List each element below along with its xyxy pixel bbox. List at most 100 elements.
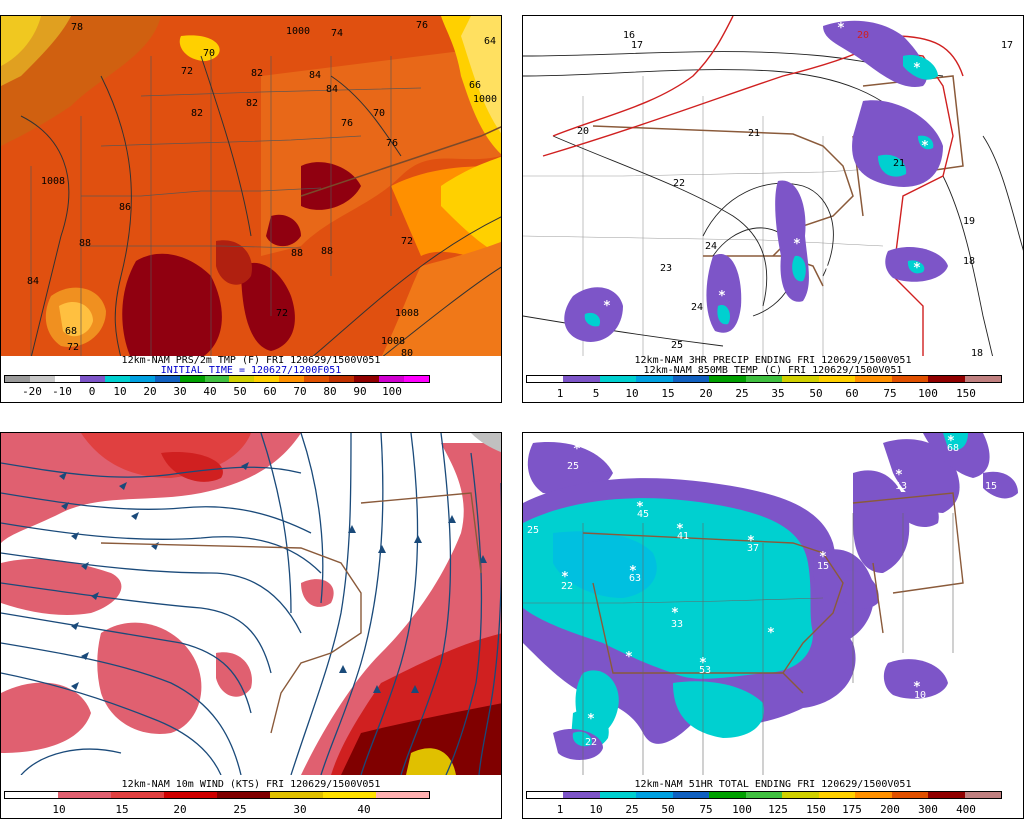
- contour-label: 70: [373, 108, 385, 119]
- total-max-label: 25: [567, 461, 579, 472]
- panel-subtitle: INITIAL TIME = 120627/1200F051: [1, 366, 501, 376]
- colorbar-swatch: [404, 376, 429, 382]
- total-max-label: 41: [677, 531, 689, 542]
- isotherm-label: 16: [623, 30, 635, 41]
- scale-label: 100: [732, 803, 752, 816]
- scale-label: 100: [918, 387, 938, 400]
- scale-label: -10: [52, 385, 72, 398]
- isotherm-label: 17: [1001, 40, 1013, 51]
- max-marker-icon: *: [823, 263, 831, 278]
- max-marker-icon: *: [629, 564, 637, 579]
- colorbar-swatch: [204, 376, 230, 382]
- colorbar-swatch: [29, 376, 55, 382]
- contour-label: 72: [401, 236, 413, 247]
- scale-label: 25: [735, 387, 749, 400]
- colorbar-swatch: [636, 792, 673, 798]
- panel-10m-wind: 12km-NAM 10m WIND (KTS) FRI 120629/1500V…: [0, 432, 502, 819]
- scale-label: 25: [233, 803, 247, 816]
- panel-subtitle: 12km-NAM 850MB TEMP (C) FRI 120629/1500V…: [523, 366, 1023, 376]
- colorbar-swatch: [54, 376, 80, 382]
- colorbar-swatch: [855, 792, 892, 798]
- colorbar-swatch: [376, 792, 429, 798]
- contour-label: 1008: [41, 176, 65, 187]
- colorbar-swatch: [782, 376, 819, 382]
- scale-label: 40: [357, 803, 371, 816]
- max-marker-icon: *: [676, 522, 684, 537]
- colorbar-swatch: [672, 376, 710, 382]
- isotherm-label: 21: [893, 158, 905, 169]
- contour-label: 76: [341, 118, 353, 129]
- scale-label: 1: [556, 387, 564, 400]
- colorbar-swatch: [79, 376, 105, 382]
- max-marker-icon: *: [561, 570, 569, 585]
- contour-label: 82: [246, 98, 258, 109]
- contour-label: 74: [331, 28, 343, 39]
- max-marker-icon: *: [793, 237, 801, 252]
- scale-label: 25: [625, 803, 639, 816]
- contour-label: 64: [484, 36, 496, 47]
- max-marker-icon: *: [767, 626, 775, 641]
- scale-label: 20: [699, 387, 713, 400]
- precip-scale-labels: 1 5 10 15 20 25 35 50 60 75 100 150: [526, 387, 1002, 400]
- colorbar-swatch: [323, 792, 376, 798]
- colorbar-swatch: [745, 376, 783, 382]
- scale-label: 30: [173, 385, 187, 398]
- contour-label: 72: [67, 342, 79, 353]
- colorbar-swatch: [354, 376, 380, 382]
- scale-label: 1: [556, 803, 564, 816]
- contour-label: 72: [181, 66, 193, 77]
- colorbar-swatch: [709, 792, 746, 798]
- scale-label: 50: [809, 387, 823, 400]
- scale-label: 90: [353, 385, 367, 398]
- colorbar-swatch: [270, 792, 323, 798]
- total-max-label: 15: [985, 481, 997, 492]
- contour-label: 80: [401, 348, 413, 358]
- colorbar-swatch: [129, 376, 155, 382]
- isotherm-label: 18: [963, 256, 975, 267]
- total-max-label: 13: [895, 481, 907, 492]
- contour-label: 72: [276, 308, 288, 319]
- max-marker-icon: *: [671, 606, 679, 621]
- precip-colorbar: [526, 375, 1002, 383]
- contour-label: 82: [251, 68, 263, 79]
- scale-label: 400: [956, 803, 976, 816]
- max-marker-icon: *: [819, 550, 827, 565]
- contour-label: 1008: [381, 336, 405, 347]
- scale-label: 75: [699, 803, 713, 816]
- wind-scale-labels: 10 15 20 25 30 40: [4, 803, 430, 816]
- scale-label: 0: [88, 385, 96, 398]
- colorbar-swatch: [928, 792, 965, 798]
- temperature-colorbar: [4, 375, 430, 383]
- colorbar-swatch: [179, 376, 205, 382]
- scale-label: 10: [52, 803, 66, 816]
- scale-label: 150: [806, 803, 826, 816]
- contour-label: 1008: [395, 308, 419, 319]
- total-max-label: 22: [561, 581, 573, 592]
- isotherm-label: 24: [705, 241, 717, 252]
- scale-label: 50: [661, 803, 675, 816]
- max-marker-icon: *: [913, 680, 921, 695]
- contour-label: 88: [79, 238, 91, 249]
- contour-label: 76: [416, 20, 428, 31]
- colorbar-swatch: [279, 376, 305, 382]
- colorbar-swatch: [217, 792, 270, 798]
- total-max-label: 22: [585, 737, 597, 748]
- colorbar-swatch: [304, 376, 330, 382]
- colorbar-swatch: [928, 376, 965, 382]
- isotherm-label: 24: [691, 302, 703, 313]
- contour-label: 88: [291, 248, 303, 259]
- colorbar-swatch: [154, 376, 180, 382]
- scale-label: 150: [956, 387, 976, 400]
- colorbar-swatch: [527, 792, 564, 798]
- contour-label: 82: [191, 108, 203, 119]
- temperature-scale-labels: -20 -10 0 10 20 30 40 50 60 70 80 90 100: [4, 385, 430, 398]
- panel-title: 12km-NAM 3HR PRECIP ENDING FRI 120629/15…: [523, 356, 1023, 366]
- contour-label: 70: [203, 48, 215, 59]
- contour-label: 68: [65, 326, 77, 337]
- total-max-label: 53: [699, 665, 711, 676]
- isotherm-label: 21: [748, 128, 760, 139]
- scale-label: 10: [625, 387, 639, 400]
- scale-label: 60: [845, 387, 859, 400]
- contour-label: 84: [326, 84, 338, 95]
- isotherm-label: 20: [857, 30, 869, 41]
